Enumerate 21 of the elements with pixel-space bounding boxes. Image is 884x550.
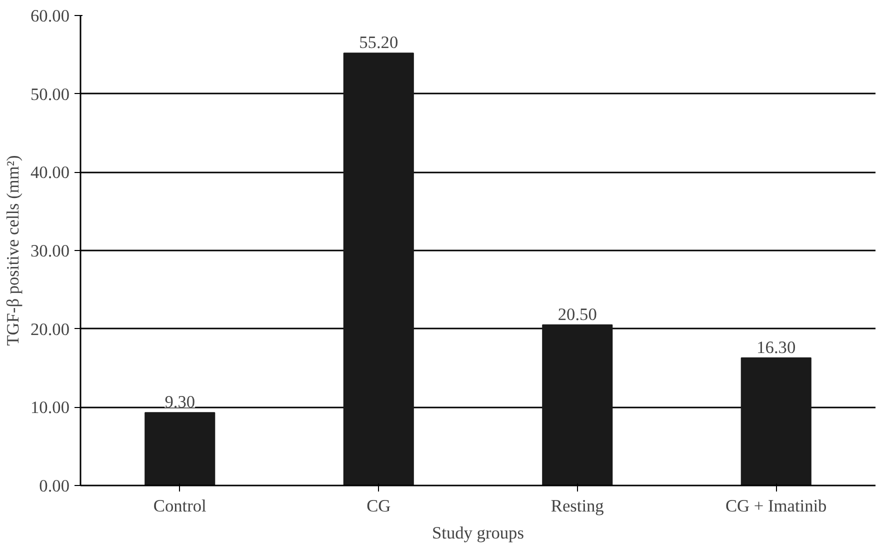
y-axis-title: TGF-β positive cells (mm²) [4,154,23,346]
x-tick-label: CG [366,496,391,516]
x-tick-label: Control [153,496,207,516]
data-label: 9.30 [164,392,196,412]
y-tick-label: 60.00 [30,6,70,26]
data-label: 16.30 [756,338,796,357]
bar [144,412,216,486]
x-tick-label: Resting [550,496,604,516]
y-tick-label: 50.00 [30,84,70,104]
data-label: 20.50 [558,304,597,324]
y-tick-label: 0.00 [39,476,70,496]
bar [740,357,812,486]
x-axis-title: Study groups [432,524,524,542]
y-tick-label: 20.00 [30,320,70,339]
y-tick-label: 40.00 [30,163,70,182]
y-tick-label: 30.00 [30,242,70,260]
data-label: 55.20 [359,33,398,52]
bar [343,52,414,486]
bar [542,324,613,486]
x-tick-label: CG + Imatinib [726,496,827,516]
y-tick-label: 10.00 [30,398,70,418]
